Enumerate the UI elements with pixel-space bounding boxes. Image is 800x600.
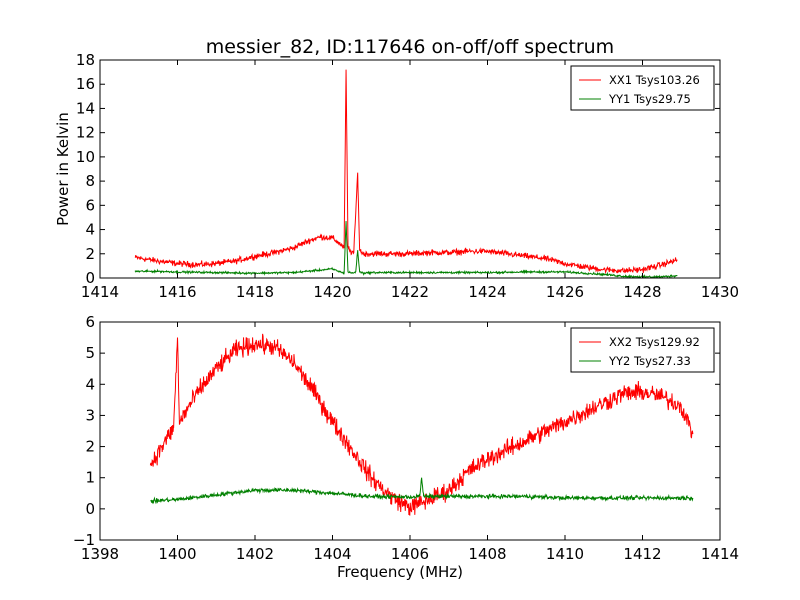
x-tick-label: 1400 [158, 545, 196, 563]
series-line-xx [149, 333, 694, 516]
y-tick-label: 1 [85, 469, 95, 487]
top-plot: 1414 1416 1418 1420 1422 1424 1426 1428 14300246… [54, 51, 739, 301]
y-tick-label: 14 [76, 99, 95, 117]
y-tick-label: 6 [85, 313, 95, 331]
legend-box [570, 65, 715, 111]
x-tick-label: 1420 [313, 283, 351, 301]
x-tick-label: 1414 [81, 283, 119, 301]
x-tick-label: 1426 [546, 283, 584, 301]
x-tick-label: 1408 [468, 545, 506, 563]
series-line-xx [134, 69, 678, 275]
x-tick-label: 1418 [236, 283, 274, 301]
y-tick-label: 2 [85, 245, 95, 263]
y-tick-label: 8 [85, 172, 95, 190]
x-tick-label: 1402 [236, 545, 274, 563]
y-tick-label: −1 [73, 531, 95, 549]
x-tick-label: 1428 [623, 283, 661, 301]
x-axis-label: Frequency (MHz) [337, 563, 463, 581]
y-tick-label: 0 [85, 269, 95, 287]
y-tick-label: 12 [76, 124, 95, 142]
y-tick-label: 4 [85, 375, 95, 393]
x-tick-label: 1430 [701, 283, 739, 301]
legend: XX2 Tsys129.92 YY2 Tsys27.33 [570, 327, 715, 373]
y-axis-label: Power in Kelvin [54, 112, 72, 226]
legend-label: XX2 Tsys129.92 [609, 335, 700, 349]
x-tick-label: 1404 [313, 545, 351, 563]
legend-label: YY1 Tsys29.75 [608, 92, 691, 106]
y-tick-label: 2 [85, 438, 95, 456]
y-tick-label: 16 [76, 75, 95, 93]
x-tick-label: 1410 [546, 545, 584, 563]
x-tick-label: 1398 [81, 545, 119, 563]
y-tick-label: 3 [85, 406, 95, 424]
figure-title: messier_82, ID:117646 on-off/off spectru… [206, 36, 614, 58]
y-tick-label: 0 [85, 500, 95, 518]
x-tick-label: 1406 [391, 545, 429, 563]
y-tick-label: 4 [85, 221, 95, 239]
y-tick-label: 6 [85, 196, 95, 214]
legend-box [570, 327, 715, 373]
bottom-plot: 1398 1400 1402 1404 1406 1408 1410 1412 1414 −1 0 1… [73, 313, 739, 581]
y-tick-label: 5 [85, 344, 95, 362]
series-line-yy [134, 221, 678, 278]
y-tick-label: 18 [76, 51, 95, 69]
legend: XX1 Tsys103.26 YY1 Tsys29.75 [570, 65, 715, 111]
x-tick-label: 1414 [701, 545, 739, 563]
x-tick-label: 1416 [158, 283, 196, 301]
y-tick-label: 10 [76, 148, 95, 166]
legend-label: YY2 Tsys27.33 [608, 354, 691, 368]
legend-label: XX1 Tsys103.26 [609, 73, 700, 87]
x-tick-label: 1424 [468, 283, 506, 301]
x-tick-label: 1422 [391, 283, 429, 301]
x-tick-label: 1412 [623, 545, 661, 563]
series-line-yy [150, 477, 694, 505]
